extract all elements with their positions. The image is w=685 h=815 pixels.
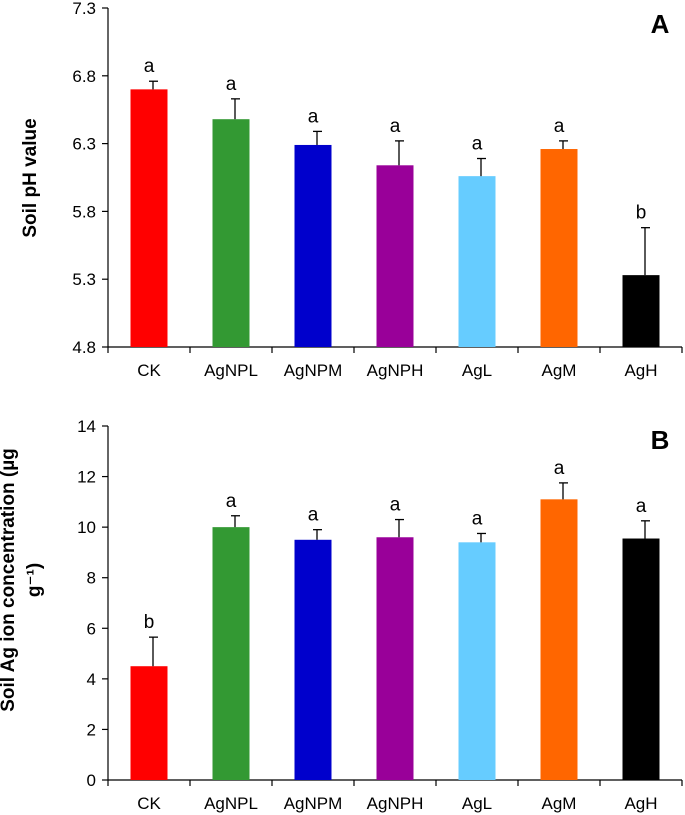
significance-letter: a	[308, 505, 319, 526]
y-tick-label: 10	[77, 518, 96, 537]
significance-letter: a	[226, 74, 237, 95]
x-category-label: CK	[137, 361, 161, 380]
y-axis-title-line: g⁻¹)	[24, 563, 45, 597]
panel-label: B	[651, 425, 670, 455]
x-category-label: AgH	[624, 361, 657, 380]
bar-agh	[622, 538, 660, 780]
x-category-label: AgM	[542, 794, 577, 813]
y-tick-label: 2	[87, 720, 96, 739]
significance-letter: a	[636, 496, 647, 517]
bar-agnpl	[212, 527, 250, 780]
y-tick-label: 5.8	[72, 202, 96, 221]
significance-letter: a	[554, 458, 565, 479]
x-category-label: AgNPM	[284, 794, 343, 813]
bar-agh	[622, 275, 660, 347]
significance-letter: a	[226, 491, 237, 512]
y-axis-title-line: Soil Ag ion concentration (µg	[0, 448, 19, 712]
bar-agm	[540, 149, 578, 347]
y-tick-label: 6	[87, 619, 96, 638]
bar-agm	[540, 499, 578, 780]
bar-agnpm	[294, 539, 332, 780]
y-tick-label: 6.3	[72, 135, 96, 154]
y-tick-label: 0	[87, 771, 96, 790]
panel-b: 0 2 4 6 8 10 12 14 b CK a AgNPL a AgNPM a AgNPH a AgL a AgM…	[0, 417, 683, 813]
x-category-label: AgNPH	[367, 794, 424, 813]
bar-agnph	[376, 165, 414, 347]
x-category-label: AgL	[462, 361, 492, 380]
significance-letter: b	[144, 612, 155, 633]
y-tick-label: 4.8	[72, 338, 96, 357]
panel-label: A	[651, 9, 670, 39]
x-category-label: AgNPL	[204, 361, 258, 380]
bar-ck	[130, 666, 168, 780]
bar-agnpm	[294, 144, 332, 347]
bar-agl	[458, 542, 496, 780]
y-tick-label: 12	[77, 468, 96, 487]
significance-letter: a	[144, 56, 155, 77]
significance-letter: a	[390, 495, 401, 516]
x-category-label: AgH	[624, 794, 657, 813]
x-category-label: AgNPL	[204, 794, 258, 813]
significance-letter: a	[472, 134, 483, 155]
bar-ck	[130, 89, 168, 348]
x-category-label: AgNPH	[367, 361, 424, 380]
y-tick-label: 14	[77, 417, 96, 436]
bar-agnpl	[212, 119, 250, 347]
bar-agl	[458, 176, 496, 347]
y-tick-label: 5.3	[72, 270, 96, 289]
significance-letter: a	[390, 116, 401, 137]
significance-letter: a	[554, 116, 565, 137]
significance-letter: b	[636, 203, 647, 224]
y-tick-label: 6.8	[72, 67, 96, 86]
significance-letter: a	[308, 106, 319, 127]
x-category-label: CK	[137, 794, 161, 813]
y-axis-title: Soil pH value	[20, 118, 41, 237]
x-category-label: AgL	[462, 794, 492, 813]
y-tick-label: 8	[87, 569, 96, 588]
significance-letter: a	[472, 508, 483, 529]
x-category-label: AgNPM	[284, 361, 343, 380]
bar-agnph	[376, 537, 414, 780]
panel-a: 4.8 5.3 5.8 6.3 6.8 7.3 a CK a AgNPL a AgNPM a AgNPH a…	[20, 0, 683, 380]
y-tick-label: 4	[87, 670, 96, 689]
y-tick-label: 7.3	[72, 0, 96, 18]
x-category-label: AgM	[542, 361, 577, 380]
